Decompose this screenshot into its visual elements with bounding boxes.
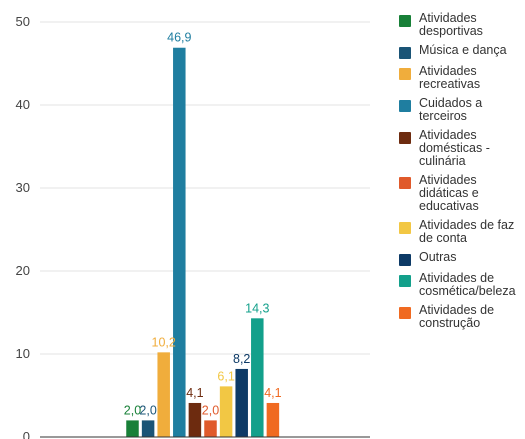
legend-swatch — [399, 132, 411, 144]
y-tick-label: 20 — [16, 263, 30, 278]
legend-label: Outras — [419, 250, 457, 264]
legend-swatch — [399, 47, 411, 59]
legend-item: Atividades didáticas e educativas — [399, 174, 525, 213]
legend-item: Cuidados a terceiros — [399, 97, 525, 123]
legend-item: Atividades recreativas — [399, 65, 525, 91]
legend-label: Música e dança — [419, 43, 507, 57]
bar — [173, 47, 186, 437]
bar — [188, 402, 202, 437]
legend-label: Atividades de faz de conta — [419, 218, 515, 245]
legend-label: Atividades desportivas — [419, 11, 483, 38]
legend-swatch — [399, 177, 411, 189]
bars — [126, 47, 280, 437]
legend-item: Música e dança — [399, 44, 525, 59]
legend-item: Atividades domésticas - culinária — [399, 129, 525, 168]
legend-swatch — [399, 222, 411, 234]
data-label: 10,2 — [152, 335, 176, 349]
legend-label: Atividades domésticas - culinária — [419, 128, 490, 168]
legend-swatch — [399, 68, 411, 80]
legend-label: Cuidados a terceiros — [419, 96, 483, 123]
data-label: 14,3 — [245, 301, 269, 315]
legend-swatch — [399, 100, 411, 112]
y-tick-label: 30 — [16, 180, 30, 195]
legend-item: Atividades de cosmética/beleza — [399, 272, 525, 298]
data-label: 4,1 — [186, 386, 203, 400]
legend-label: Atividades recreativas — [419, 64, 481, 91]
data-label: 4,1 — [264, 386, 281, 400]
legend-swatch — [399, 307, 411, 319]
legend-swatch — [399, 254, 411, 266]
legend-swatch — [399, 275, 411, 287]
data-label: 6,1 — [217, 369, 234, 383]
y-tick-label: 50 — [16, 14, 30, 29]
legend-item: Outras — [399, 251, 525, 266]
legend-item: Atividades de construção — [399, 304, 525, 330]
y-tick-label: 40 — [16, 97, 30, 112]
legend-label: Atividades de construção — [419, 303, 495, 330]
y-tick-label: 10 — [16, 346, 30, 361]
bar — [126, 420, 139, 437]
bar — [157, 352, 170, 437]
legend-label: Atividades didáticas e educativas — [419, 173, 479, 213]
data-label: 2,0 — [202, 403, 219, 417]
legend-item: Atividades de faz de conta — [399, 219, 525, 245]
data-label: 8,2 — [233, 352, 250, 366]
y-tick-label: 0 — [23, 429, 30, 439]
legend-swatch — [399, 15, 411, 27]
data-labels: 2,02,010,246,94,12,06,18,214,34,1 — [124, 31, 282, 418]
bar — [266, 402, 280, 437]
data-label: 2,0 — [139, 403, 156, 417]
bar — [219, 386, 233, 437]
bar — [235, 368, 248, 437]
bar — [251, 318, 264, 437]
data-label: 2,0 — [124, 403, 141, 417]
bar — [141, 420, 155, 437]
y-axis-ticks: 0 10 20 30 40 50 — [16, 14, 30, 439]
data-label: 46,9 — [167, 31, 191, 45]
legend-label: Atividades de cosmética/beleza — [419, 271, 516, 298]
legend-item: Atividades desportivas — [399, 12, 525, 38]
bar — [204, 420, 217, 437]
legend: Atividades desportivas Música e dança Ativ… — [399, 12, 525, 336]
grid-lines — [40, 21, 370, 355]
